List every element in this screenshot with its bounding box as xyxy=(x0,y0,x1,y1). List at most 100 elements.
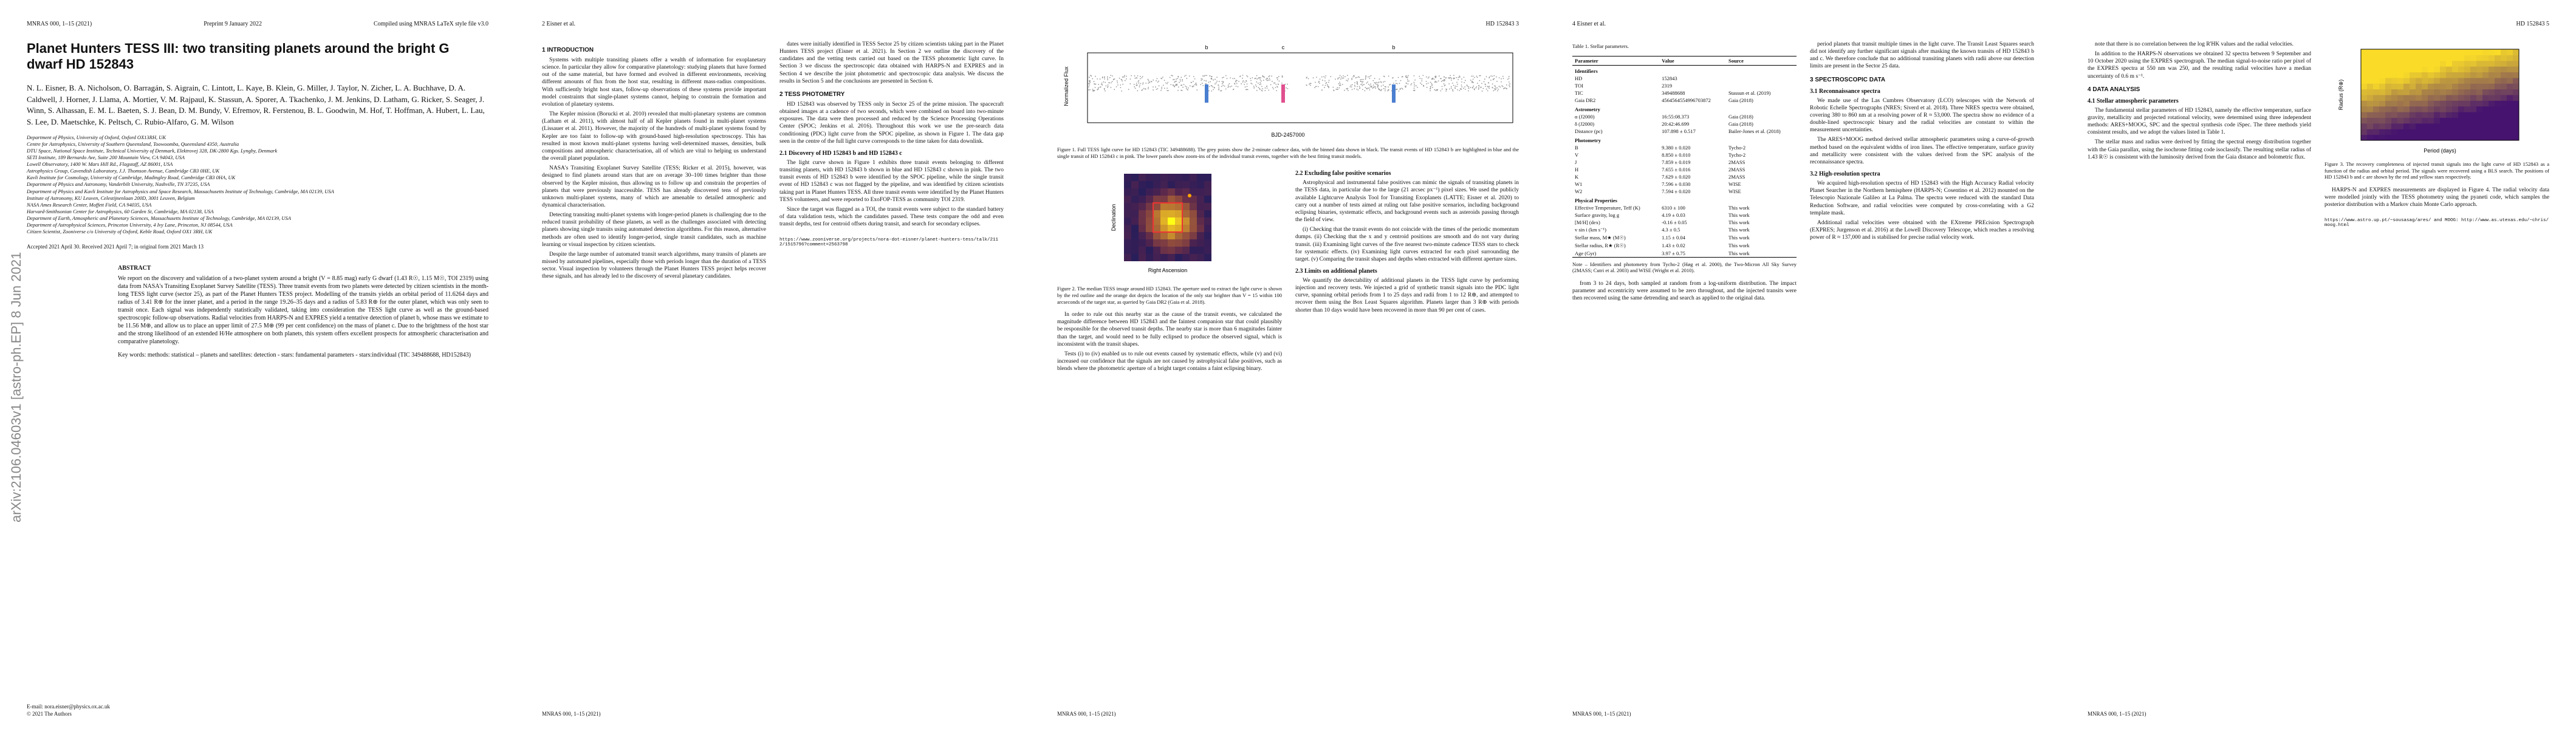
flux-point xyxy=(1454,87,1456,89)
flux-point xyxy=(1485,88,1487,90)
completeness-cell xyxy=(2373,49,2380,55)
completeness-cell xyxy=(2513,55,2519,61)
flux-point xyxy=(1168,90,1169,92)
pixel xyxy=(1153,210,1160,218)
caption: Figure 1. Full TESS light curve for HD 1… xyxy=(1057,146,1519,159)
page: 2 Eisner et al. 1 INTRODUCTION Systems wit… xyxy=(515,0,1030,729)
flux-point xyxy=(1192,86,1194,87)
panel-label: b xyxy=(1392,44,1395,50)
completeness-cell xyxy=(2434,112,2441,118)
flux-point xyxy=(1273,88,1274,90)
flux-point xyxy=(1372,84,1374,86)
footnote: https://www.astro.up.pt/~sousasag/ares/ … xyxy=(2324,218,2549,228)
completeness-cell xyxy=(2428,77,2434,84)
flux-point xyxy=(1225,75,1227,77)
flux-point xyxy=(1476,75,1478,77)
completeness-cell xyxy=(2373,117,2380,124)
pixel xyxy=(1175,247,1182,255)
subsection-heading: 2.3 Limits on additional planets xyxy=(1295,267,1377,275)
flux-point xyxy=(1193,85,1194,87)
flux-point xyxy=(1375,83,1377,85)
flux-point xyxy=(1212,86,1213,87)
flux-point xyxy=(1502,88,1504,89)
flux-point xyxy=(1357,89,1359,91)
flux-point xyxy=(1483,81,1485,83)
pixel xyxy=(1124,174,1131,182)
figure: Declination Right Ascension xyxy=(1111,174,1211,273)
flux-point xyxy=(1278,76,1279,77)
pixel xyxy=(1190,254,1197,262)
completeness-cell xyxy=(2422,134,2428,141)
flux-point xyxy=(1508,78,1510,79)
flux-point xyxy=(1364,90,1366,92)
flux-point xyxy=(1179,81,1180,83)
flux-point xyxy=(1444,84,1446,86)
completeness-cell xyxy=(2501,72,2507,78)
pixel xyxy=(1204,239,1211,247)
completeness-cell xyxy=(2446,66,2453,72)
pixel xyxy=(1190,203,1197,211)
flux-point xyxy=(1156,89,1157,91)
flux-point xyxy=(1477,83,1478,84)
flux-point xyxy=(1372,80,1374,81)
flux-point xyxy=(1244,81,1246,83)
flux-point xyxy=(1222,81,1224,83)
completeness-cell xyxy=(2495,95,2501,101)
flux-point xyxy=(1368,76,1369,78)
flux-point xyxy=(1365,77,1366,79)
table-head: Parameter Value Source xyxy=(1572,55,1797,66)
table-row: Astrometry xyxy=(1572,104,1797,113)
flux-point xyxy=(1385,88,1386,90)
completeness-cell xyxy=(2391,66,2398,72)
flux-point xyxy=(1425,81,1427,82)
completeness-cell xyxy=(2482,129,2489,135)
completeness-cell xyxy=(2385,112,2392,118)
completeness-cell xyxy=(2446,49,2453,55)
completeness-cell xyxy=(2513,129,2519,135)
flux-point xyxy=(1250,80,1252,81)
flux-point xyxy=(1166,83,1168,84)
footnote: https://www.zooniverse.org/projects/nora… xyxy=(779,238,999,248)
pixel xyxy=(1160,174,1168,182)
flux-point xyxy=(1450,75,1451,77)
completeness-cell xyxy=(2410,66,2416,72)
pixel xyxy=(1204,203,1211,211)
flux-point xyxy=(1328,81,1329,83)
pixel xyxy=(1153,217,1160,225)
pixel xyxy=(1204,196,1211,204)
completeness-cell xyxy=(2391,77,2398,84)
completeness-cell xyxy=(2501,49,2507,55)
flux-point xyxy=(1200,84,1202,86)
completeness-cell xyxy=(2434,60,2441,67)
flux-point xyxy=(1268,76,1270,77)
flux-point xyxy=(1373,87,1374,89)
flux-point xyxy=(1095,75,1096,77)
completeness-cell xyxy=(2422,117,2428,124)
completeness-cell xyxy=(2391,100,2398,107)
pixel xyxy=(1160,239,1168,247)
flux-point xyxy=(1422,75,1424,77)
flux-point xyxy=(1377,86,1379,88)
pixel xyxy=(1182,225,1190,233)
pixel xyxy=(1160,196,1168,204)
completeness-cell xyxy=(2385,117,2392,124)
flux-point xyxy=(1362,78,1364,80)
pixel xyxy=(1160,203,1168,211)
flux-point xyxy=(1120,78,1122,80)
flux-point xyxy=(1221,86,1222,87)
flux-point xyxy=(1186,86,1187,88)
affiliation: Harvard-Smithsonian Center for Astrophys… xyxy=(27,208,214,214)
flux-point xyxy=(1262,75,1264,77)
table-row: Distance (pc) 107.898 ± 0.517 Bailer-Jones… xyxy=(1572,128,1797,135)
table-section: Physical Properties xyxy=(1575,197,1617,204)
paragraph: In order to rule out this nearby star as… xyxy=(1057,312,1282,347)
completeness-cell xyxy=(2470,49,2477,55)
flux-point xyxy=(1498,89,1499,90)
pixel xyxy=(1168,181,1175,189)
table-row: Identifiers xyxy=(1572,65,1797,75)
completeness-cell xyxy=(2410,134,2416,141)
completeness-cell xyxy=(2403,134,2410,141)
completeness-cell xyxy=(2507,112,2513,118)
pixel xyxy=(1204,232,1211,240)
flux-point xyxy=(1444,85,1445,87)
